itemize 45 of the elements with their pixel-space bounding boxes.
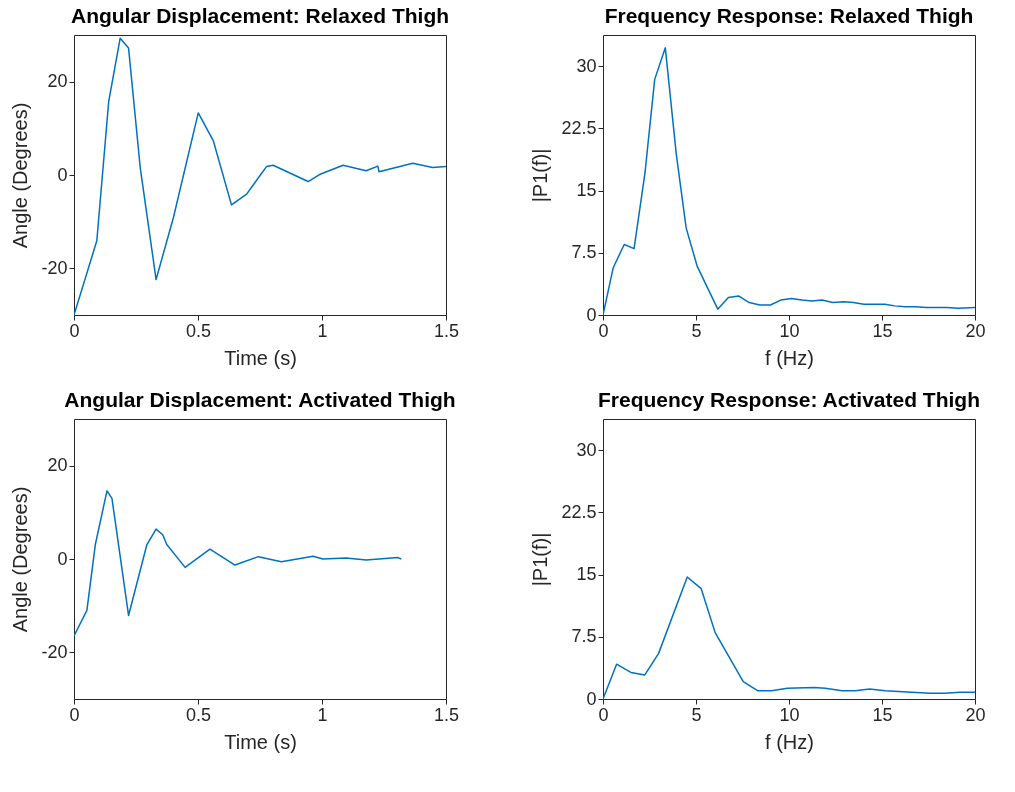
x-tick-label: 5 <box>691 704 702 725</box>
y-tick-label: 0 <box>586 304 597 325</box>
y-tick-label: 22.5 <box>561 117 597 138</box>
chart-title: Angular Displacement: Activated Thigh <box>64 388 456 411</box>
x-tick-label: 0.5 <box>185 704 212 725</box>
line-series <box>603 47 975 315</box>
y-tick-label: 20 <box>47 71 68 92</box>
x-tick-label: 10 <box>779 704 800 725</box>
y-axis-title: Angle (Degrees) <box>9 102 32 249</box>
x-tick-label: 1 <box>317 320 328 341</box>
chart-title: Frequency Response: Relaxed Thigh <box>604 4 974 27</box>
y-tick-label: 30 <box>576 55 597 76</box>
y-tick-label: 15 <box>576 180 597 201</box>
x-tick-label: 10 <box>779 320 800 341</box>
y-tick-label: 22.5 <box>561 501 597 522</box>
y-tick-label: -20 <box>41 641 68 662</box>
x-axis-title: Time (s) <box>224 346 297 369</box>
x-tick-label: 0.5 <box>185 320 212 341</box>
line-series <box>74 490 403 637</box>
chart-title: Frequency Response: Activated Thigh <box>598 388 980 411</box>
y-tick-label: 15 <box>576 564 597 585</box>
x-axis-title: Time (s) <box>224 730 297 753</box>
y-tick-label: 30 <box>576 439 597 460</box>
chart-title: Angular Displacement: Relaxed Thigh <box>70 4 450 27</box>
x-axis-title: f (Hz) <box>765 346 814 369</box>
line-series <box>603 576 975 699</box>
y-axis-title: |P1(f)| <box>529 532 552 587</box>
y-axis-title: Angle (Degrees) <box>9 486 32 633</box>
x-tick-label: 15 <box>872 704 893 725</box>
x-axis-title: f (Hz) <box>765 730 814 753</box>
x-tick-label: 15 <box>872 320 893 341</box>
x-tick-label: 1 <box>317 704 328 725</box>
y-tick-label: -20 <box>41 257 68 278</box>
x-tick-label: 1.5 <box>433 320 460 341</box>
y-tick-label: 7.5 <box>571 242 597 263</box>
y-tick-label: 7.5 <box>571 626 597 647</box>
y-tick-label: 0 <box>57 548 68 569</box>
x-tick-label: 5 <box>691 320 702 341</box>
y-tick-label: 0 <box>57 164 68 185</box>
x-tick-label: 1.5 <box>433 704 460 725</box>
y-tick-label: 20 <box>47 455 68 476</box>
x-tick-label: 20 <box>965 320 986 341</box>
y-axis-title: |P1(f)| <box>529 148 552 203</box>
y-tick-label: 0 <box>586 688 597 709</box>
x-tick-label: 20 <box>965 704 986 725</box>
